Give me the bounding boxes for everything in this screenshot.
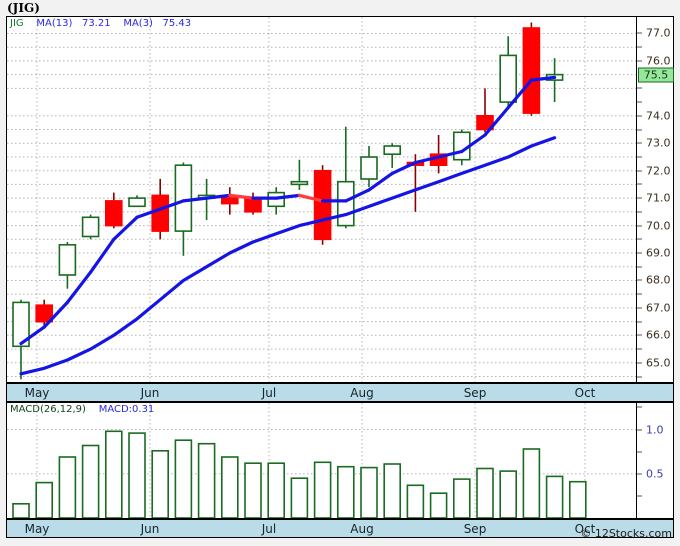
price-tick-mark	[637, 170, 642, 172]
price-chart-panel: JIG MA(13) 73.21 MA(3) 75.43 77.0 76.0 74.…	[6, 16, 674, 383]
legend-ma13-label: MA(13)	[36, 18, 73, 29]
macd-y-axis: 1.0 0.5	[636, 403, 673, 518]
price-minor-tick	[637, 211, 642, 213]
page-title: (JIG)	[7, 1, 40, 15]
price-minor-tick	[637, 87, 642, 89]
month-tick-label: Jul	[261, 522, 277, 536]
price-tick-mark	[637, 252, 642, 254]
macd-tick-label: 0.5	[646, 467, 664, 481]
month-tick-label: May	[24, 386, 50, 400]
price-tick-mark	[637, 197, 642, 199]
price-y-axis: 77.0 76.0 74.0 73.0 72.0 71.0 70.0 69.0 68.0 67.0…	[636, 17, 674, 382]
month-tick-label: Jun	[140, 522, 160, 536]
macd-legend-name: MACD(26,12,9)	[10, 404, 86, 415]
price-x-axis-month-band: May Jun Jul Aug Sep Oct	[6, 383, 674, 402]
price-tick-label: 71.0	[646, 191, 671, 205]
month-tick-label: Sep	[463, 522, 487, 536]
price-minor-tick	[637, 46, 642, 48]
title-bar: (JIG)	[0, 0, 680, 16]
price-tick-mark	[637, 225, 642, 227]
price-tick-mark	[637, 334, 642, 336]
month-tick-label: Aug	[350, 386, 374, 400]
price-tick-label: 69.0	[646, 246, 671, 260]
price-minor-tick	[637, 238, 642, 240]
legend-ma13-value: 73.21	[81, 18, 111, 29]
macd-legend-value: MACD:0.31	[98, 404, 155, 415]
price-tick-label: 67.0	[646, 301, 671, 315]
price-plot-area[interactable]	[7, 17, 637, 382]
macd-tick-mark	[637, 473, 642, 475]
price-tick-mark	[637, 32, 642, 34]
macd-minor-tick	[637, 451, 642, 453]
price-tick-mark	[637, 279, 642, 281]
copyright-footer: © 12Stocks.com	[580, 527, 672, 540]
price-minor-tick	[637, 293, 642, 295]
last-price-badge: 75.5	[638, 67, 674, 83]
macd-legend: MACD(26,12,9) MACD:0.31	[10, 404, 154, 415]
macd-tick-mark	[637, 429, 642, 431]
macd-minor-tick	[637, 406, 642, 408]
price-tick-label: 77.0	[646, 26, 671, 40]
month-tick-label: Jun	[140, 386, 160, 400]
month-tick-label: May	[24, 522, 50, 536]
price-tick-label: 72.0	[646, 164, 671, 178]
price-tick-label: 73.0	[646, 136, 671, 150]
price-tick-label: 68.0	[646, 273, 671, 287]
price-tick-mark	[637, 115, 642, 117]
price-minor-tick	[637, 321, 642, 323]
macd-x-axis-month-band: May Jun Jul Aug Sep Oct	[6, 519, 674, 538]
macd-tick-label: 1.0	[646, 423, 664, 437]
macd-chart-panel: MACD(26,12,9) MACD:0.31 1.0 0.5	[6, 402, 674, 519]
price-tick-label: 70.0	[646, 219, 671, 233]
price-minor-tick	[637, 129, 642, 131]
legend-symbol: JIG	[10, 18, 24, 29]
month-tick-label: Jul	[261, 386, 277, 400]
price-tick-label: 74.0	[646, 109, 671, 123]
price-minor-tick	[637, 156, 642, 158]
month-tick-label: Oct	[574, 522, 596, 536]
macd-plot-area[interactable]	[7, 403, 637, 518]
price-tick-mark	[637, 60, 642, 62]
month-tick-label: Oct	[574, 386, 596, 400]
legend-ma3-value: 75.43	[162, 18, 192, 29]
price-tick-label: 65.0	[646, 356, 671, 370]
month-tick-label: Aug	[350, 522, 374, 536]
price-tick-label: 66.0	[646, 328, 671, 342]
legend-ma3-label: MA(3)	[123, 18, 153, 29]
price-minor-tick	[637, 266, 642, 268]
price-tick-mark	[637, 307, 642, 309]
price-minor-tick	[637, 183, 642, 185]
candlestick-svg	[7, 17, 637, 382]
price-tick-label: 76.0	[646, 54, 671, 68]
price-tick-mark	[637, 142, 642, 144]
macd-minor-tick	[637, 495, 642, 497]
price-minor-tick	[637, 348, 642, 350]
price-minor-tick	[637, 376, 642, 377]
price-legend: JIG MA(13) 73.21 MA(3) 75.43	[10, 18, 191, 30]
price-tick-mark	[637, 362, 642, 364]
price-minor-tick	[637, 101, 642, 103]
month-tick-label: Sep	[463, 386, 487, 400]
macd-histogram-svg	[7, 403, 637, 518]
